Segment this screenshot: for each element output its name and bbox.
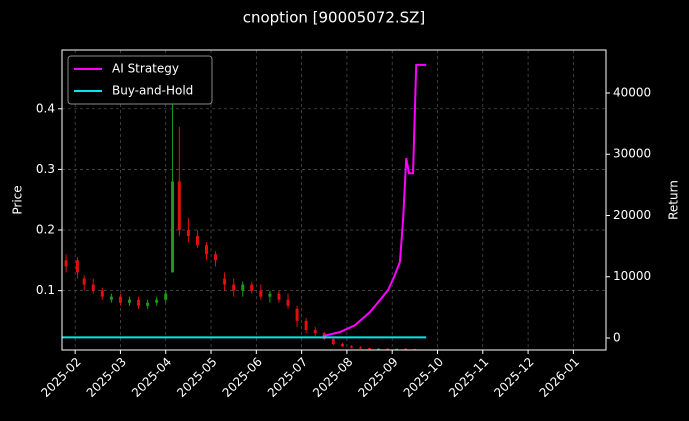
x-tick-label: 2025-04: [129, 355, 174, 400]
candle-body: [404, 348, 408, 350]
candle-body: [204, 245, 208, 255]
line-series: [322, 63, 427, 338]
candle-body: [395, 348, 399, 350]
candle-body: [340, 343, 344, 347]
x-tick-label: 2025-06: [220, 355, 265, 400]
candle-body: [259, 290, 263, 297]
chart-title: cnoption [90005072.SZ]: [243, 9, 426, 27]
candle-body: [64, 260, 68, 267]
candle-body: [286, 299, 290, 306]
candle-body: [313, 330, 317, 334]
y-tick-label: 0.1: [36, 283, 55, 297]
legend-label: AI Strategy: [112, 62, 179, 76]
legend-box: [67, 55, 213, 105]
x-tick-label: 2025-08: [310, 355, 355, 400]
y2-tick-label: 0: [613, 330, 621, 344]
x-tick-label: 2026-01: [537, 355, 582, 400]
y-tick-label: 0.2: [36, 223, 55, 237]
candle-body: [100, 290, 104, 297]
candle-body: [195, 236, 199, 246]
y-tick-label: 0.3: [36, 162, 55, 176]
candle-body: [232, 284, 236, 291]
y2-tick-label: 40000: [613, 85, 651, 99]
candle-body: [241, 284, 245, 291]
y-tick-label: 0.4: [36, 101, 55, 115]
candle-body: [214, 254, 218, 261]
x-tick-label: 2025-02: [38, 355, 83, 400]
candle-body: [186, 230, 190, 237]
plot-frame: [61, 49, 607, 351]
plot: [62, 63, 427, 350]
candle-body: [331, 339, 335, 344]
y2-tick-label: 20000: [613, 208, 651, 222]
candle-body: [277, 293, 281, 300]
candle-body: [304, 320, 308, 330]
candle-body: [155, 299, 159, 303]
candle-body: [358, 347, 362, 349]
y-axis-label: Price: [11, 185, 25, 214]
candle-body: [377, 348, 381, 350]
x-tick-label: 2025-10: [401, 355, 446, 400]
candle-body: [386, 348, 390, 350]
x-tick-label: 2025-05: [174, 355, 219, 400]
y2-tick-label: 30000: [613, 147, 651, 161]
candle-body: [223, 278, 227, 285]
x-tick-label: 2025-03: [84, 355, 129, 400]
candle-body: [349, 346, 353, 348]
candle-body: [295, 308, 299, 321]
candle-body: [75, 260, 79, 273]
legend-label: Buy-and-Hold: [112, 84, 193, 98]
candle-body: [118, 296, 122, 303]
candle-body: [177, 181, 181, 230]
y2-axis-label: Return: [667, 180, 681, 220]
candle-body: [137, 299, 141, 306]
candle-body: [146, 302, 150, 306]
y2-tick-label: 10000: [613, 269, 651, 283]
candle-body: [164, 293, 168, 300]
candle-body: [368, 348, 372, 350]
x-tick-label: 2025-07: [265, 355, 310, 400]
candle-body: [109, 296, 113, 300]
candle-body: [250, 284, 254, 291]
candle-body: [127, 299, 131, 303]
candle-body: [82, 278, 86, 285]
x-tick-label: 2025-12: [491, 355, 536, 400]
candle-body: [91, 284, 95, 291]
x-tick-label: 2025-11: [446, 355, 491, 400]
candle-body: [268, 293, 272, 297]
x-tick-label: 2025-09: [355, 355, 400, 400]
candle-body: [171, 181, 175, 273]
